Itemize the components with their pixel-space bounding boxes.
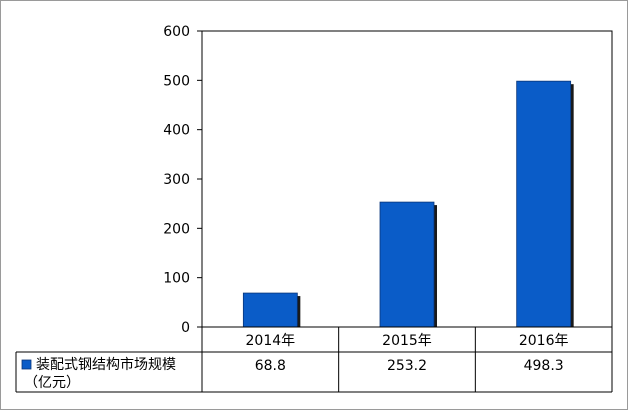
series-label: 装配式钢结构市场规模 <box>36 356 176 373</box>
x-tick-label: 2014年 <box>246 333 296 349</box>
y-tick-label: 300 <box>163 172 190 188</box>
data-label: 253.2 <box>387 358 427 374</box>
y-tick-label: 100 <box>163 271 190 287</box>
x-tick-label: 2016年 <box>519 333 569 349</box>
bar <box>516 80 572 328</box>
data-label: 68.8 <box>255 358 286 374</box>
y-tick-label: 200 <box>163 221 190 237</box>
legend-key <box>21 359 32 370</box>
y-tick-label: 0 <box>181 320 190 336</box>
y-tick-label: 500 <box>163 73 190 89</box>
data-table: 2014年 2015年 2016年 68.8 253.2 498.3 装配式钢结构市场规模 （… <box>15 327 613 393</box>
bars <box>242 80 574 328</box>
data-label: 498.3 <box>524 358 564 374</box>
bar <box>379 201 435 328</box>
y-tick-label: 600 <box>163 24 190 40</box>
series-label: （亿元） <box>24 375 80 391</box>
y-axis: 0 100 200 300 400 500 600 <box>163 24 202 336</box>
y-tick-label: 400 <box>163 123 190 139</box>
x-tick-label: 2015年 <box>382 333 432 349</box>
plot-area <box>201 30 613 328</box>
bar <box>242 292 298 328</box>
